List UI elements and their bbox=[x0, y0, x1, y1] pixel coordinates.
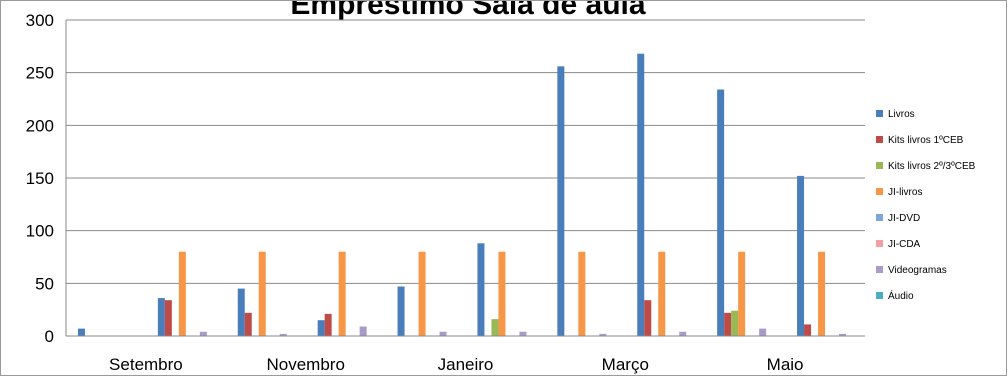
bar-ji-livros-fevereiro bbox=[498, 251, 506, 336]
y-tick-label: 150 bbox=[26, 169, 54, 188]
legend: Livros Kits livros 1ºCEB Kits livros 2º/3º… bbox=[876, 109, 976, 302]
legend-swatch bbox=[876, 162, 883, 169]
legend-swatch bbox=[876, 110, 883, 117]
x-tick-label: Março bbox=[602, 355, 649, 374]
bar-kits-livros-1-ceb-abril bbox=[644, 300, 652, 336]
y-tick-label: 200 bbox=[26, 116, 54, 135]
bar-ji-livros-janeiro bbox=[418, 251, 426, 336]
bar-kits-livros-2-3-ceb-maio bbox=[731, 310, 739, 336]
bar-livros-junho bbox=[797, 175, 805, 336]
bar-videogramas-dezembro bbox=[359, 326, 367, 336]
bar-ji-livros-outubro bbox=[178, 251, 186, 336]
bar-ji-livros-novembro bbox=[258, 251, 266, 336]
bar-kits-livros-1-ceb-novembro bbox=[244, 312, 252, 336]
chart-title: Empréstimo Sala de aula bbox=[290, 0, 645, 21]
bar-livros-setembro bbox=[77, 328, 85, 336]
bar-ji-livros-abril bbox=[658, 251, 666, 336]
x-axis-labels: Setembro Novembro Janeiro Março Maio bbox=[109, 355, 803, 374]
legend-swatch bbox=[876, 292, 883, 299]
legend-swatch bbox=[876, 136, 883, 143]
gridlines bbox=[66, 19, 865, 284]
bar-livros-outubro bbox=[157, 298, 165, 336]
bar-livros-novembro bbox=[237, 288, 245, 336]
legend-label: JI-livros bbox=[888, 187, 922, 198]
bar-videogramas-maio bbox=[759, 328, 767, 336]
bars bbox=[77, 53, 847, 337]
bar-kits-livros-1-ceb-outubro bbox=[164, 300, 172, 336]
bar-videogramas-março bbox=[599, 333, 607, 336]
x-tick-label: Maio bbox=[767, 355, 804, 374]
y-tick-label: 250 bbox=[26, 64, 54, 83]
bar-kits-livros-1-ceb-dezembro bbox=[324, 313, 332, 336]
x-tick-label: Setembro bbox=[109, 355, 183, 374]
x-tick-label: Janeiro bbox=[438, 355, 494, 374]
legend-label: JI-DVD bbox=[888, 213, 920, 224]
bar-ji-livros-dezembro bbox=[338, 251, 346, 336]
legend-swatch bbox=[876, 188, 883, 195]
bar-kits-livros-2-3-ceb-fevereiro bbox=[491, 319, 499, 336]
bar-livros-janeiro bbox=[397, 286, 405, 336]
x-tick-label: Novembro bbox=[266, 355, 344, 374]
bar-ji-livros-março bbox=[578, 251, 586, 336]
bar-livros-dezembro bbox=[317, 320, 325, 336]
bar-kits-livros-1-ceb-maio bbox=[724, 312, 732, 336]
bar-videogramas-outubro bbox=[199, 331, 207, 336]
bar-livros-março bbox=[557, 66, 565, 336]
bar-ji-livros-maio bbox=[738, 251, 746, 336]
bar-videogramas-junho bbox=[839, 333, 847, 336]
bar-kits-livros-1-ceb-junho bbox=[804, 324, 812, 336]
bar-videogramas-abril bbox=[679, 331, 687, 336]
legend-swatch bbox=[876, 240, 883, 247]
legend-swatch bbox=[876, 266, 883, 273]
legend-label: JI-CDA bbox=[888, 239, 921, 250]
legend-label: Livros bbox=[888, 109, 915, 120]
legend-label: Videogramas bbox=[888, 265, 947, 276]
legend-label: Kits livros 2º/3ºCEB bbox=[888, 161, 976, 172]
bar-videogramas-novembro bbox=[279, 333, 287, 336]
y-tick-label: 100 bbox=[26, 222, 54, 241]
bar-videogramas-fevereiro bbox=[519, 331, 527, 336]
y-tick-label: 0 bbox=[45, 327, 54, 346]
legend-label: Kits livros 1ºCEB bbox=[888, 135, 964, 146]
y-axis-ticks: 0 50 100 150 200 250 300 bbox=[26, 11, 54, 346]
legend-swatch bbox=[876, 214, 883, 221]
bar-videogramas-janeiro bbox=[439, 331, 447, 336]
bar-ji-livros-junho bbox=[818, 251, 826, 336]
bar-livros-maio bbox=[717, 89, 725, 337]
y-tick-label: 300 bbox=[26, 11, 54, 30]
bar-livros-fevereiro bbox=[477, 243, 485, 336]
y-tick-label: 50 bbox=[35, 274, 54, 293]
bar-livros-abril bbox=[637, 53, 645, 336]
legend-label: Áudio bbox=[888, 289, 914, 302]
